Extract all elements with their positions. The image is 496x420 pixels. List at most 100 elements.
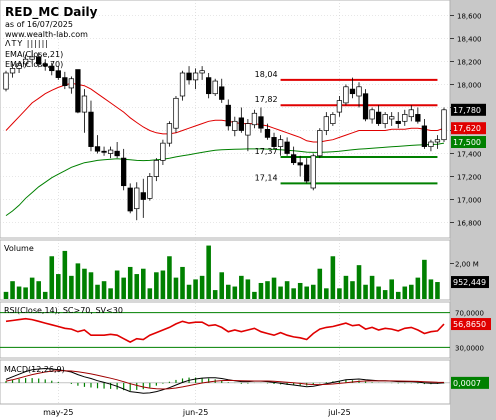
volume-bar bbox=[258, 282, 264, 299]
candle bbox=[304, 158, 310, 184]
candle bbox=[199, 66, 205, 80]
candle bbox=[173, 96, 179, 133]
candle-body bbox=[206, 77, 212, 95]
candle-body bbox=[382, 114, 388, 124]
candle-body bbox=[179, 72, 186, 97]
volume-bar bbox=[409, 284, 414, 299]
candle-body bbox=[9, 68, 16, 74]
candle-body bbox=[343, 86, 349, 104]
volume-bar bbox=[363, 284, 368, 299]
candle-body bbox=[101, 150, 107, 153]
candle bbox=[29, 50, 35, 64]
volume-bar bbox=[10, 281, 15, 299]
rsi-lower-label: 30,0000 bbox=[455, 344, 484, 352]
price-tag: 17,500 bbox=[453, 138, 481, 147]
price-tag-bg bbox=[451, 103, 486, 116]
candle bbox=[101, 146, 107, 156]
price-tag: 17,620 bbox=[453, 124, 481, 133]
candle bbox=[264, 123, 271, 140]
candle bbox=[114, 142, 120, 159]
candle-body bbox=[55, 70, 61, 78]
volume-bar bbox=[199, 275, 205, 299]
candle bbox=[166, 121, 173, 147]
candle bbox=[22, 54, 29, 68]
candle-body bbox=[140, 192, 146, 200]
candle bbox=[330, 112, 336, 126]
candle bbox=[297, 155, 303, 177]
candle-body bbox=[375, 111, 382, 124]
candle-body bbox=[121, 157, 127, 187]
volume-title: Volume bbox=[4, 244, 34, 253]
volume-bar bbox=[350, 281, 355, 299]
ema-short-legend: EMA(Close,21) bbox=[5, 50, 63, 59]
rsi-title: RSI(Close,14), SC>70, SV<30 bbox=[4, 306, 123, 315]
candle bbox=[206, 73, 212, 99]
candle-body bbox=[166, 123, 173, 144]
volume-bar bbox=[395, 291, 401, 299]
watermark-logo: ꓥTY |||||| bbox=[5, 39, 48, 48]
candle bbox=[88, 100, 94, 152]
rsi-line bbox=[5, 317, 445, 344]
candle bbox=[140, 178, 146, 218]
candle-body bbox=[75, 69, 81, 113]
volume-bar bbox=[284, 281, 290, 299]
candle-body bbox=[134, 187, 140, 210]
candle-body bbox=[62, 77, 68, 86]
candle-body bbox=[277, 139, 284, 147]
price-pane-frame bbox=[0, 0, 451, 239]
volume-bar bbox=[147, 288, 153, 299]
candle bbox=[68, 76, 75, 94]
candle-body bbox=[219, 86, 225, 100]
candle bbox=[62, 71, 68, 90]
volume-bar bbox=[16, 286, 22, 299]
level-label: 17,82 bbox=[255, 95, 278, 104]
candle bbox=[3, 70, 9, 92]
volume-bar bbox=[62, 250, 68, 299]
price-tag-bg bbox=[451, 136, 486, 148]
volume-bar bbox=[278, 286, 283, 299]
candle bbox=[179, 70, 186, 101]
candle bbox=[323, 112, 329, 136]
candle bbox=[408, 105, 414, 122]
volume-bar bbox=[304, 286, 310, 299]
volume-bar bbox=[402, 286, 408, 299]
candle-body bbox=[3, 72, 9, 90]
volume-bar bbox=[206, 245, 211, 299]
macd-signal-line bbox=[5, 370, 445, 390]
candle-body bbox=[160, 142, 166, 161]
y-axis-background bbox=[450, 0, 496, 420]
volume-bar bbox=[193, 279, 198, 299]
candle-body bbox=[49, 65, 55, 72]
x-tick-label: may-25 bbox=[43, 408, 73, 417]
candle-body bbox=[245, 123, 251, 136]
candle-body bbox=[192, 72, 199, 81]
candle bbox=[434, 135, 441, 149]
volume-bar bbox=[422, 259, 427, 299]
candle bbox=[369, 107, 375, 124]
volume-bar bbox=[108, 288, 113, 299]
candle bbox=[160, 139, 166, 165]
volume-bar bbox=[114, 270, 120, 299]
candle-body bbox=[271, 137, 277, 147]
volume-bar bbox=[291, 288, 296, 299]
volume-bar bbox=[42, 291, 48, 299]
volume-bar bbox=[324, 288, 329, 299]
volume-bar bbox=[343, 275, 349, 299]
candle bbox=[134, 182, 140, 221]
candle bbox=[428, 139, 434, 152]
candle-body bbox=[68, 78, 75, 89]
candle bbox=[336, 96, 343, 117]
volume-tick-label: 2,00 M bbox=[455, 260, 479, 268]
candle-body bbox=[421, 125, 428, 147]
ema-long-line bbox=[5, 142, 445, 217]
volume-pane-frame bbox=[0, 239, 451, 301]
candle bbox=[441, 107, 447, 142]
candle bbox=[107, 146, 114, 159]
candle bbox=[42, 59, 48, 71]
x-tick-label: jul-25 bbox=[327, 408, 351, 417]
volume-bar bbox=[212, 290, 218, 299]
rsi-plot: 70,0000 30,0000 56,8650 bbox=[0, 310, 491, 352]
candle-body bbox=[291, 154, 297, 164]
candle-body bbox=[362, 93, 369, 120]
candle bbox=[375, 105, 382, 126]
